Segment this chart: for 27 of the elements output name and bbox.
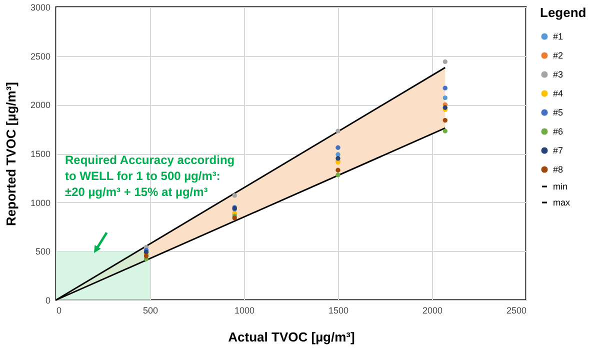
legend-label: #8: [553, 164, 564, 174]
annotation: Required Accuracy according to WELL for 1 to 500 µg/m³: ±20 µg/m³ + 15% at µg/m³: [65, 153, 235, 199]
y-axis-title: Reported TVOC [µg/m³]: [3, 82, 18, 226]
legend-label: max: [553, 198, 570, 208]
x-tick-label: 1000: [234, 306, 255, 316]
legend-label: #7: [553, 146, 564, 156]
x-tick-label: 500: [142, 306, 158, 316]
legend-label: min: [553, 182, 568, 192]
legend-label: #5: [553, 108, 564, 118]
y-tick-label: 2000: [30, 100, 50, 110]
y-tick-label: 0: [45, 296, 50, 306]
x-tick-label: 2000: [422, 306, 443, 316]
y-tick-label: 3000: [30, 2, 50, 12]
y-tick-label: 2500: [30, 51, 50, 62]
y-tick-label: 1000: [30, 198, 50, 208]
legend-label: #3: [553, 70, 564, 80]
legend-label: #6: [553, 126, 564, 136]
legend-label: #4: [553, 88, 564, 98]
legend-title: Legend: [540, 5, 586, 20]
legend-label: #1: [553, 32, 564, 42]
x-tick-label: 1500: [328, 306, 349, 316]
y-tick-label: 500: [35, 246, 50, 257]
x-axis-title: Actual TVOC [µg/m³]: [228, 330, 355, 344]
y-tick-label: 1500: [30, 149, 50, 159]
legend-label: #2: [553, 50, 564, 60]
x-tick-label: 0: [56, 306, 62, 316]
x-tick-label: 2500: [506, 306, 526, 316]
